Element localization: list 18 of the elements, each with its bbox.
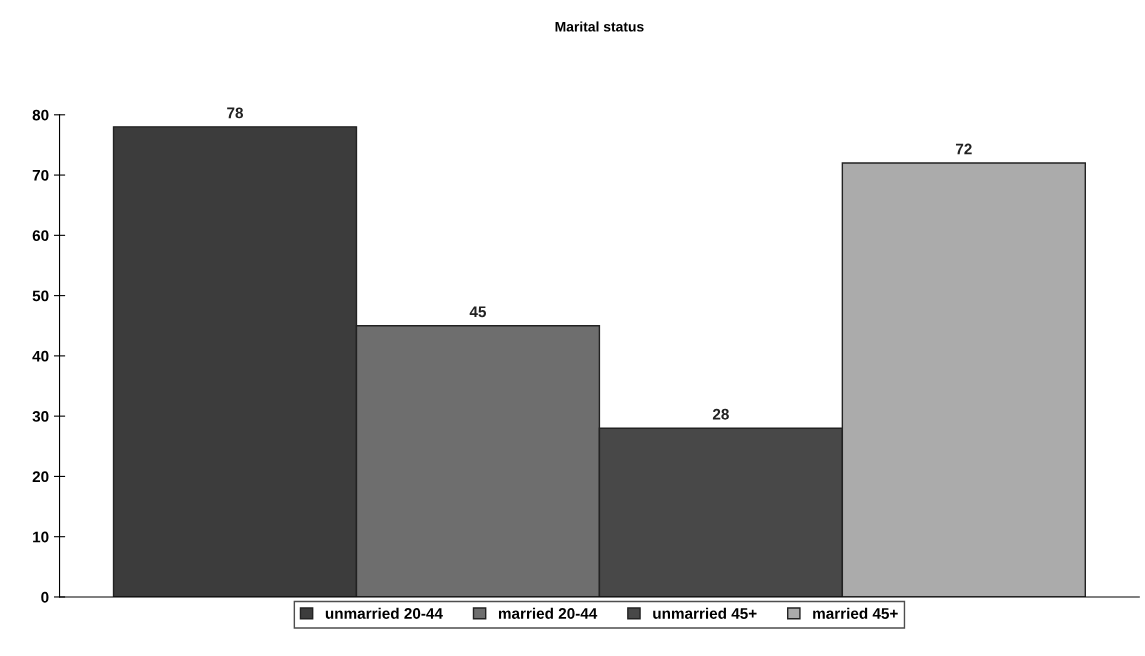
y-tick-label: 50 [32, 290, 49, 302]
y-tick-label: 60 [32, 230, 49, 242]
data-label: 78 [227, 107, 244, 119]
legend-label: married 20-44 [498, 607, 598, 619]
y-tick-label: 40 [32, 350, 49, 362]
y-tick-label: 10 [33, 531, 49, 543]
y-tick-label: 70 [32, 169, 49, 181]
y-tick-label: 80 [32, 109, 49, 121]
y-tick-label: 0 [41, 591, 49, 603]
legend-label: unmarried 45+ [653, 607, 757, 619]
y-tick-label: 20 [32, 471, 49, 483]
legend-label: unmarried 20-44 [325, 607, 443, 619]
data-label: 45 [469, 306, 487, 318]
data-label: 72 [955, 143, 972, 155]
legend-label: married 45+ [813, 607, 898, 619]
data-label: 28 [712, 408, 729, 420]
y-tick-label: 30 [32, 411, 49, 422]
chart-title: Marital status [555, 21, 644, 32]
